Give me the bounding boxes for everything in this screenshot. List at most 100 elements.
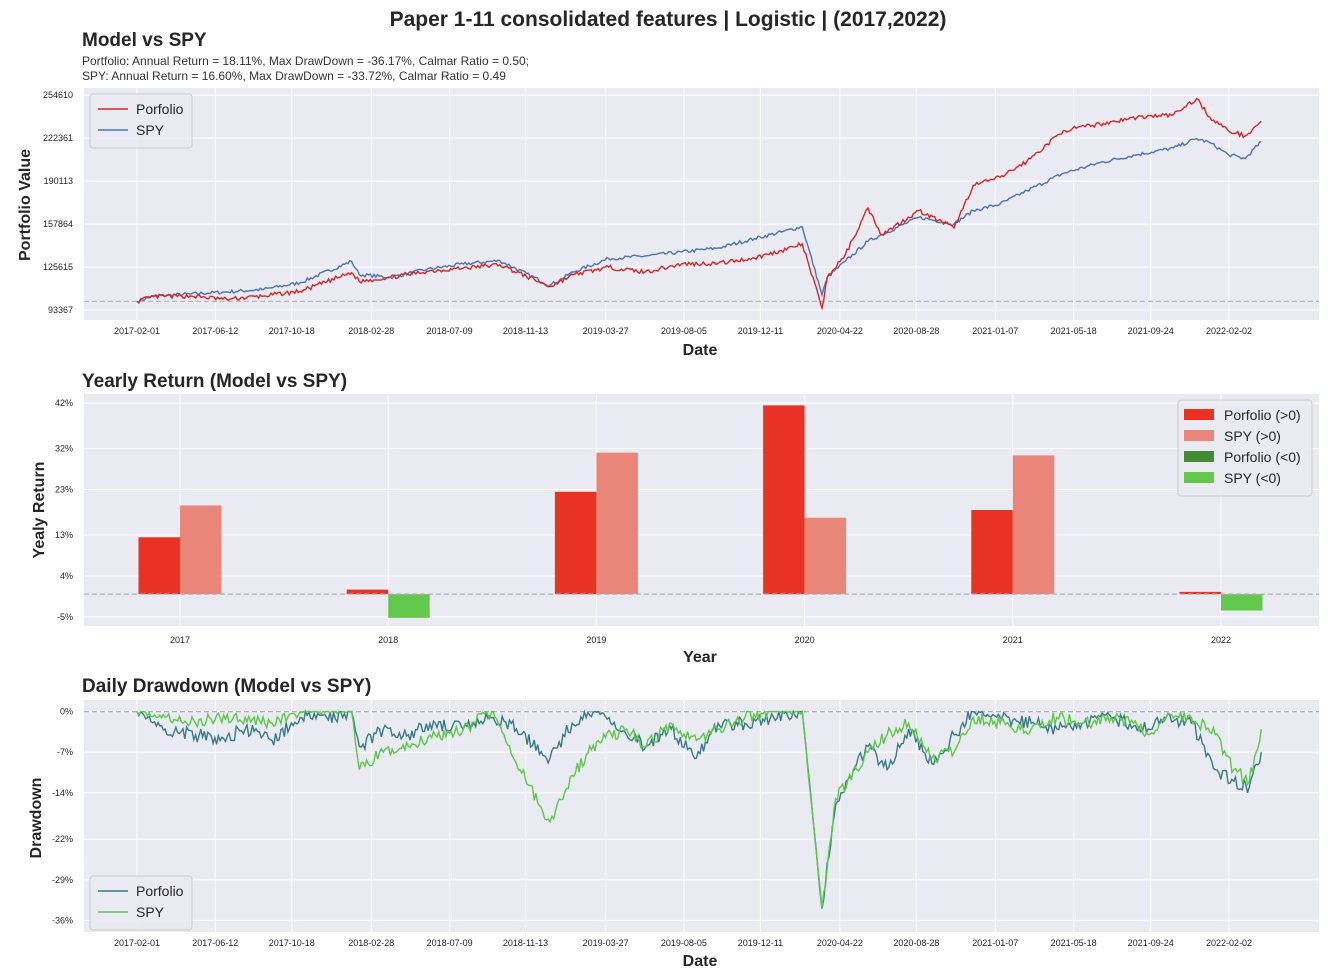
bar-portfolio-2018	[346, 589, 389, 595]
y-tick-label: 42%	[55, 398, 73, 408]
x-tick-label: 2017-06-12	[192, 326, 238, 336]
y-tick-label: 190113	[44, 176, 73, 186]
bar-portfolio-2017	[138, 537, 180, 595]
legend-swatch	[1184, 409, 1214, 420]
bar-spy-2020	[804, 517, 847, 595]
yearly-xlabel: Year	[683, 649, 717, 666]
y-tick-label: 23%	[55, 485, 73, 495]
drawdown-xlabel: Date	[683, 953, 718, 970]
yearly-plot-area	[84, 394, 1319, 626]
x-tick-label: 2020-04-22	[817, 326, 863, 336]
bar-portfolio-2022	[1179, 591, 1221, 595]
value-legend: Porfolio SPY	[89, 93, 193, 149]
drawdown-series-lines	[84, 709, 1319, 909]
x-tick-label: 2021-09-24	[1128, 938, 1174, 948]
y-tick-label: 4%	[60, 571, 73, 581]
x-tick-label: 2021-05-18	[1051, 938, 1097, 948]
bar-portfolio-2021	[971, 510, 1013, 595]
legend-swatch	[1184, 472, 1214, 483]
legend-label: SPY	[136, 122, 165, 138]
y-tick-label: -36%	[52, 915, 73, 925]
legend-label: Porfolio (>0)	[1224, 407, 1301, 423]
yearly-panel-title: Yearly Return (Model vs SPY)	[82, 371, 347, 392]
x-tick-label: 2017-10-18	[269, 326, 315, 336]
yearly-panel: Yearly Return (Model vs SPY) -5% 4% 13% 23%…	[31, 371, 1319, 666]
x-tick-label: 2022-02-02	[1206, 938, 1252, 948]
yearly-legend: Porfolio (>0) SPY (>0) Porfolio (<0) SPY (<…	[1177, 399, 1313, 497]
drawdown-ticks: 2017-02-01 2017-06-12 2017-10-18 2018-02-28…	[52, 707, 1252, 948]
x-tick-label: 2020-08-28	[893, 326, 939, 336]
bar-spy-2022	[1221, 594, 1263, 611]
value-ticks: 2017-02-01 2017-06-12 2017-10-18 2018-02-28…	[43, 90, 1252, 336]
x-tick-label: 2019-12-11	[738, 326, 783, 336]
x-tick-label: 2017-06-12	[192, 938, 238, 948]
spy-drawdown-line	[136, 709, 1262, 909]
value-xlabel: Date	[683, 342, 718, 359]
y-tick-label: 157864	[43, 219, 73, 229]
drawdown-plot-area	[84, 700, 1319, 932]
spy-value-line	[136, 137, 1262, 304]
bar-spy-2017	[180, 505, 222, 595]
portfolio-drawdown-line	[136, 709, 1262, 909]
y-tick-label: 32%	[55, 444, 73, 454]
x-tick-label: 2021-05-18	[1051, 326, 1097, 336]
bar-portfolio-2020	[763, 405, 805, 595]
legend-label: Porfolio	[136, 101, 184, 117]
x-tick-label: 2017-10-18	[269, 938, 315, 948]
x-tick-label: 2018-11-13	[503, 938, 548, 948]
value-gridlines	[84, 88, 1319, 320]
y-tick-label: -5%	[57, 612, 73, 622]
x-tick-label: 2019-12-11	[738, 938, 783, 948]
value-panel-subtitle-portfolio: Portfolio: Annual Return = 18.11%, Max D…	[82, 54, 529, 68]
y-tick-label: -22%	[52, 834, 73, 844]
x-tick-label: 2019	[586, 635, 606, 645]
value-plot-area	[84, 88, 1319, 320]
y-tick-label: 0%	[60, 707, 73, 717]
x-tick-label: 2020-04-22	[817, 938, 863, 948]
x-tick-label: 2018-02-28	[348, 326, 394, 336]
x-tick-label: 2019-03-27	[583, 326, 629, 336]
x-tick-label: 2018-11-13	[503, 326, 548, 336]
legend-frame	[89, 875, 193, 931]
drawdown-ylabel: Drawdown	[28, 778, 45, 859]
x-tick-label: 2017	[170, 635, 190, 645]
x-tick-label: 2021-09-24	[1128, 326, 1174, 336]
drawdown-panel-title: Daily Drawdown (Model vs SPY)	[82, 676, 371, 697]
x-tick-label: 2017-02-01	[114, 938, 160, 948]
x-tick-label: 2021-01-07	[972, 326, 1018, 336]
x-tick-label: 2018-02-28	[348, 938, 394, 948]
value-panel: Model vs SPY Portfolio: Annual Return = …	[17, 30, 1319, 359]
legend-swatch	[1184, 451, 1214, 462]
x-tick-label: 2019-08-05	[661, 938, 707, 948]
value-series-lines	[84, 97, 1319, 311]
x-tick-label: 2018	[378, 635, 398, 645]
drawdown-legend: Porfolio SPY	[89, 875, 193, 931]
bar-spy-2021	[1012, 455, 1055, 595]
legend-label: Porfolio (<0)	[1224, 449, 1301, 465]
bar-spy-2018	[388, 594, 430, 618]
y-tick-label: 13%	[55, 530, 73, 540]
y-tick-label: -29%	[52, 875, 73, 885]
x-tick-label: 2017-02-01	[114, 326, 160, 336]
drawdown-panel: Daily Drawdown (Model vs SPY) 2017-02-01…	[28, 676, 1319, 970]
bar-spy-2019	[596, 452, 638, 595]
x-tick-label: 2020-08-28	[893, 938, 939, 948]
legend-frame	[89, 93, 193, 149]
figure-suptitle: Paper 1-11 consolidated features | Logis…	[390, 8, 947, 31]
x-tick-label: 2018-07-09	[427, 326, 473, 336]
y-tick-label: 93367	[48, 305, 73, 315]
yearly-ylabel: Yealy Return	[31, 462, 48, 559]
yearly-bars	[84, 405, 1319, 618]
y-tick-label: 222361	[43, 133, 73, 143]
x-tick-label: 2019-08-05	[661, 326, 707, 336]
x-tick-label: 2018-07-09	[427, 938, 473, 948]
portfolio-value-line	[136, 97, 1262, 311]
value-panel-subtitle-spy: SPY: Annual Return = 16.60%, Max DrawDow…	[82, 69, 506, 83]
x-tick-label: 2022-02-02	[1206, 326, 1252, 336]
x-tick-label: 2020	[795, 635, 815, 645]
legend-label: SPY	[136, 904, 165, 920]
value-ylabel: Portfolio Value	[17, 149, 34, 261]
legend-label: SPY (>0)	[1224, 428, 1281, 444]
y-tick-label: 254610	[43, 90, 73, 100]
